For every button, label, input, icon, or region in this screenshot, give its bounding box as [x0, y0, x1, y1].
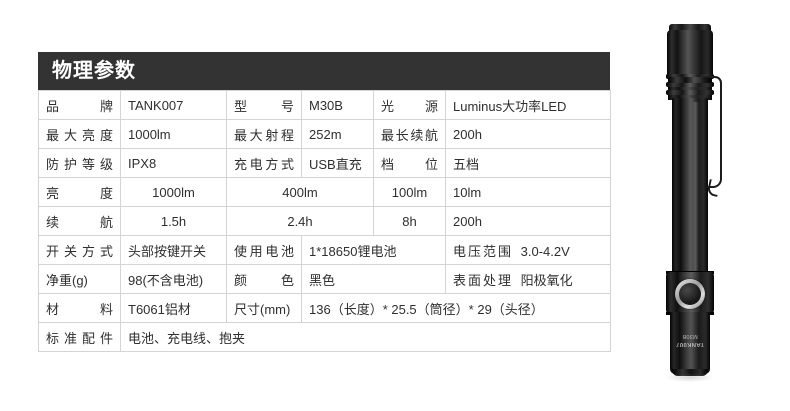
flashlight-brand-engraving: TANK007 M30B — [673, 324, 707, 348]
product-image-flashlight: TANK007 M30B — [648, 24, 744, 396]
spec-value-surface-finish: 表面处理 阳极氧化 — [445, 264, 611, 294]
spec-value-modes: 五档 — [445, 148, 611, 178]
spec-label-charging-mode: 充电方式 — [226, 148, 302, 178]
spec-value-max-throw: 252m — [301, 119, 374, 149]
table-row: 亮 度 1000lm 400lm 100lm 10lm — [38, 177, 611, 207]
table-row: 续 航 1.5h 2.4h 8h 200h — [38, 206, 611, 236]
spec-value-charging-mode: USB直充 — [301, 148, 374, 178]
brand-text-model: M30B — [682, 333, 698, 339]
table-row: 最大亮度 1000lm 最大射程 252m 最长续航 200h — [38, 119, 611, 149]
spec-label-max-throw: 最大射程 — [226, 119, 302, 149]
table-row: 品 牌 TANK007 型 号 M30B 光 源 Luminus大功率LED — [38, 90, 611, 120]
spec-value-voltage-range-text: 3.0-4.2V — [520, 243, 570, 259]
brightness-level-3: 100lm — [373, 177, 446, 207]
spec-value-material: T6061铝材 — [120, 293, 227, 323]
flashlight-knurl-ring-2 — [666, 82, 714, 87]
flashlight-clip-tip — [706, 179, 721, 197]
runtime-level-1: 1.5h — [120, 206, 227, 236]
physical-parameters-panel: 物理参数 品 牌 TANK007 型 号 M30B 光 源 Luminus大功率… — [38, 52, 611, 352]
flashlight-switch-button — [679, 283, 701, 305]
spec-label-runtime-levels: 续 航 — [38, 206, 121, 236]
spec-table-body: 品 牌 TANK007 型 号 M30B 光 源 Luminus大功率LED 最… — [38, 90, 611, 352]
spec-value-brand: TANK007 — [120, 90, 227, 120]
spec-value-light-source: Luminus大功率LED — [445, 90, 611, 120]
spec-value-battery: 1*18650锂电池 — [301, 235, 446, 265]
flashlight-tail-cap — [670, 312, 710, 374]
spec-value-color: 黑色 — [301, 264, 446, 294]
spec-table: 品 牌 TANK007 型 号 M30B 光 源 Luminus大功率LED 最… — [38, 90, 611, 352]
spec-label-surface-finish: 表面处理 — [453, 272, 511, 288]
spec-label-color: 颜 色 — [226, 264, 302, 294]
runtime-level-2: 2.4h — [226, 206, 374, 236]
spec-value-model: M30B — [301, 90, 374, 120]
spec-value-voltage-range: 电压范围 3.0-4.2V — [445, 235, 611, 265]
flashlight-drop-shadow — [666, 373, 714, 382]
flashlight-head — [667, 30, 713, 78]
brightness-level-2: 400lm — [226, 177, 374, 207]
table-row: 净重(g) 98(不含电池) 颜 色 黑色 表面处理 阳极氧化 — [38, 264, 611, 294]
table-row: 开关方式 头部按键开关 使用电池 1*18650锂电池 电压范围 3.0-4.2… — [38, 235, 611, 265]
panel-header-title: 物理参数 — [38, 52, 610, 90]
flashlight-knurl-ring-3 — [666, 90, 714, 95]
runtime-level-3: 8h — [373, 206, 446, 236]
spec-value-max-brightness: 1000lm — [120, 119, 227, 149]
spec-label-battery: 使用电池 — [226, 235, 302, 265]
spec-label-max-brightness: 最大亮度 — [38, 119, 121, 149]
spec-value-dimensions: 136（长度）* 25.5（筒径）* 29（头径） — [301, 293, 611, 323]
table-row: 材 料 T6061铝材 尺寸(mm) 136（长度）* 25.5（筒径）* 29… — [38, 293, 611, 323]
brand-text-tank007: TANK007 — [675, 341, 705, 347]
flashlight-pocket-clip — [706, 76, 722, 188]
spec-label-voltage-range: 电压范围 — [453, 243, 511, 259]
flashlight-body-tube — [672, 98, 708, 276]
spec-value-max-runtime: 200h — [445, 119, 611, 149]
spec-label-accessories: 标准配件 — [38, 322, 121, 352]
flashlight-highlight — [692, 102, 699, 274]
spec-label-material: 材 料 — [38, 293, 121, 323]
brightness-level-4: 10lm — [445, 177, 611, 207]
spec-label-model: 型 号 — [226, 90, 302, 120]
flashlight-tail-end — [672, 369, 708, 376]
spec-value-surface-finish-text: 阳极氧化 — [520, 272, 573, 288]
flashlight-knurl-ring-1 — [666, 74, 714, 79]
spec-value-accessories: 电池、充电线、抱夹 — [120, 322, 611, 352]
spec-value-net-weight: 98(不含电池) — [120, 264, 227, 294]
spec-value-switch-type: 头部按键开关 — [120, 235, 227, 265]
spec-label-brand: 品 牌 — [38, 90, 121, 120]
spec-label-ip-rating: 防护等级 — [38, 148, 121, 178]
spec-label-modes: 档 位 — [373, 148, 446, 178]
spec-label-dimensions: 尺寸(mm) — [226, 293, 302, 323]
runtime-level-4: 200h — [445, 206, 611, 236]
spec-value-ip-rating: IPX8 — [120, 148, 227, 178]
spec-label-max-runtime: 最长续航 — [373, 119, 446, 149]
table-row: 防护等级 IPX8 充电方式 USB直充 档 位 五档 — [38, 148, 611, 178]
brightness-level-1: 1000lm — [120, 177, 227, 207]
spec-label-brightness-levels: 亮 度 — [38, 177, 121, 207]
flashlight-clip-band — [668, 77, 712, 83]
spec-label-light-source: 光 源 — [373, 90, 446, 120]
spec-label-net-weight: 净重(g) — [38, 264, 121, 294]
flashlight-bezel — [669, 24, 711, 31]
table-row: 标准配件 电池、充电线、抱夹 — [38, 322, 611, 352]
spec-label-switch-type: 开关方式 — [38, 235, 121, 265]
